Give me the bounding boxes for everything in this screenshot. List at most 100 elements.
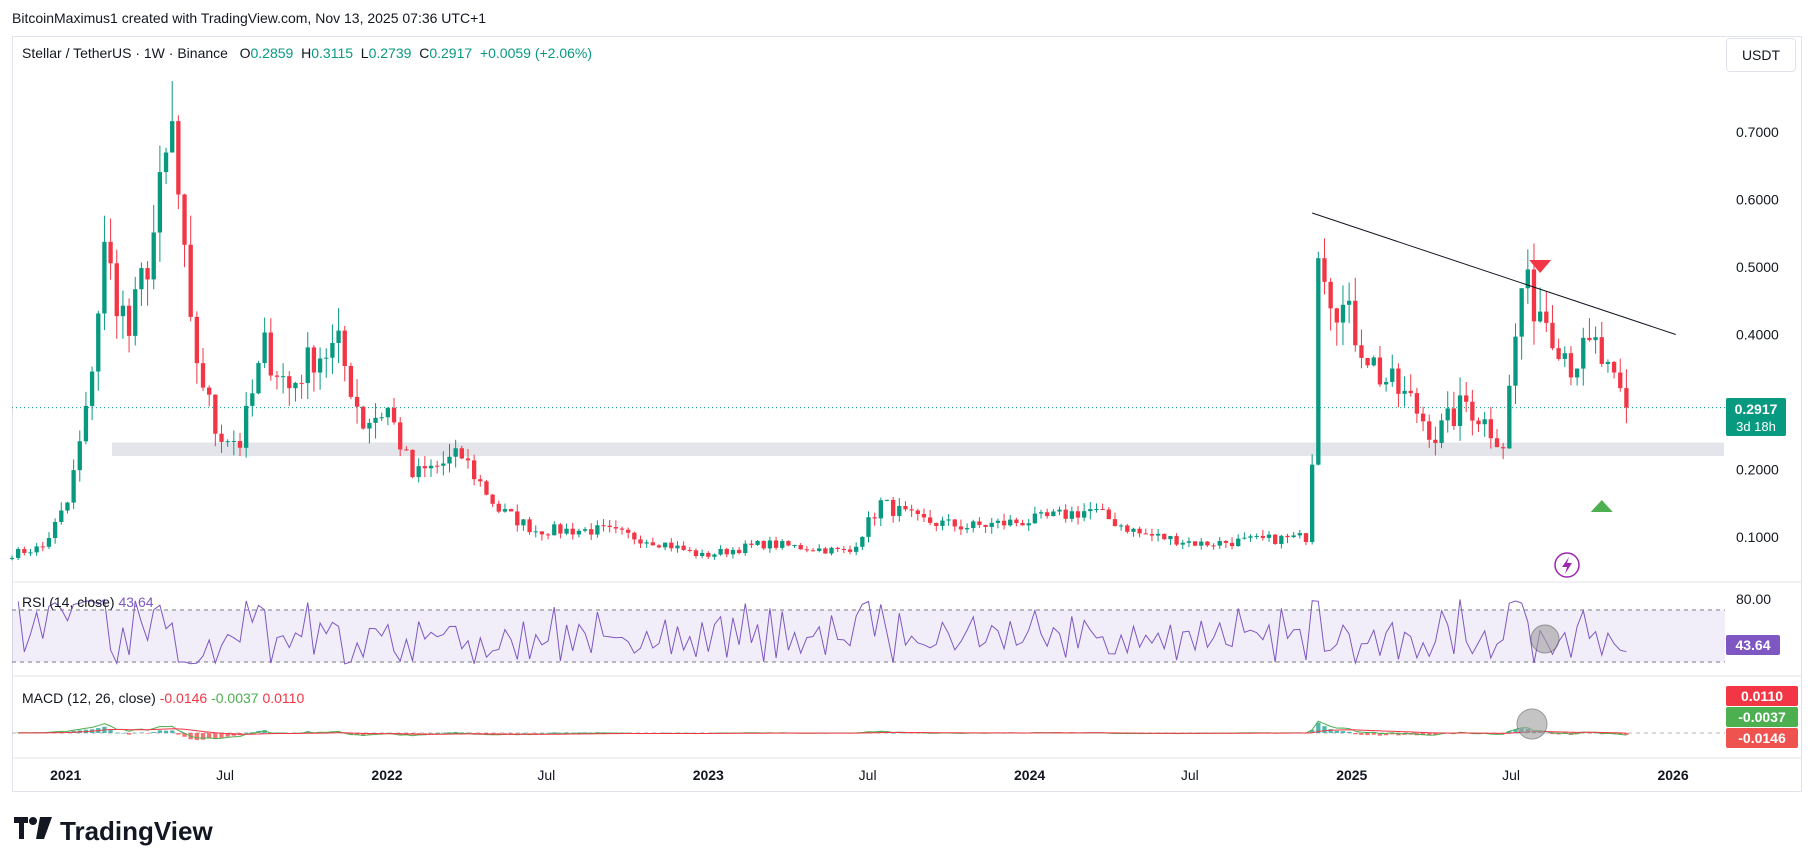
macd-histogram-bar	[508, 733, 514, 734]
time-tick-label: Jul	[1181, 767, 1199, 783]
candle-body	[1390, 368, 1395, 382]
time-tick-label: 2024	[1014, 767, 1045, 783]
rsi-legend[interactable]: RSI (14, close) 43.64	[22, 594, 154, 610]
candle-body	[1359, 345, 1364, 358]
macd-histogram-bar	[250, 732, 255, 733]
candle	[52, 518, 58, 544]
macd-signal-value: 0.0110	[262, 690, 305, 706]
candle-body	[1118, 525, 1124, 527]
candle	[767, 536, 773, 553]
macd-histogram-bar	[194, 733, 200, 741]
candle-body	[1476, 420, 1481, 425]
tradingview-logo[interactable]: TradingView	[14, 816, 213, 847]
candle-body	[194, 316, 200, 364]
candle-body	[601, 525, 606, 527]
candle-body	[1581, 337, 1586, 369]
macd-histogram-bar	[422, 733, 428, 734]
macd-histogram-bar	[1618, 733, 1623, 735]
candle	[712, 553, 717, 560]
candle-body	[706, 552, 711, 557]
macd-histogram-bar	[471, 733, 477, 734]
macd-histogram-bar	[243, 732, 249, 734]
candle	[1038, 509, 1044, 519]
candle-body	[767, 540, 773, 549]
candle	[1611, 360, 1617, 379]
candle	[761, 540, 766, 551]
candle	[1063, 504, 1068, 523]
candle	[1211, 543, 1216, 550]
candle	[151, 204, 156, 290]
candle	[903, 501, 908, 512]
candle-body	[841, 548, 847, 550]
candle	[958, 519, 964, 536]
candle-body	[872, 517, 877, 519]
candle-body	[1162, 533, 1167, 540]
macd-histogram-bar	[157, 730, 163, 733]
candle-body	[897, 505, 902, 516]
sell-signal-arrow	[1529, 260, 1552, 273]
candle-body	[139, 268, 144, 290]
candle-body	[1611, 361, 1617, 373]
time-tick-label: Jul	[1502, 767, 1520, 783]
candle-body	[1279, 535, 1284, 544]
candle	[946, 514, 951, 526]
candle-body	[663, 542, 668, 548]
candle-body	[539, 531, 545, 535]
candle	[207, 385, 212, 407]
macd-title: MACD (12, 26, close)	[22, 690, 156, 706]
candle-body	[287, 376, 292, 389]
candle	[607, 519, 612, 533]
candle	[1519, 287, 1524, 360]
candle	[65, 501, 70, 514]
candle	[102, 215, 107, 331]
candle-body	[120, 305, 126, 317]
symbol-title[interactable]: Stellar / TetherUS · 1W · Binance	[22, 45, 228, 61]
candle-body	[453, 448, 458, 457]
candle-body	[108, 241, 113, 264]
candle	[860, 536, 865, 551]
candle	[810, 548, 816, 552]
candle	[77, 430, 82, 482]
candle-body	[1439, 420, 1444, 444]
macd-legend[interactable]: MACD (12, 26, close) -0.0146 -0.0037 0.0…	[22, 690, 304, 706]
candle-body	[219, 433, 224, 442]
candle	[983, 524, 988, 533]
candle-body	[16, 549, 21, 558]
rsi-value: 43.64	[118, 594, 154, 610]
candle-body	[1143, 533, 1148, 535]
candle	[1242, 532, 1247, 540]
candle-body	[1223, 540, 1229, 543]
candle	[213, 394, 218, 447]
candle	[1143, 528, 1148, 535]
candle-body	[305, 347, 310, 384]
candle-body	[200, 363, 206, 388]
candle	[1020, 519, 1025, 526]
macd-signal-badge	[1726, 686, 1798, 706]
candle	[1180, 539, 1185, 550]
candle-body	[995, 520, 1001, 523]
currency-button[interactable]: USDT	[1726, 38, 1796, 72]
candle-body	[1032, 513, 1038, 524]
candle-body	[724, 548, 729, 555]
candle-body	[1174, 536, 1179, 545]
candle	[1482, 411, 1487, 437]
candle-body	[459, 448, 464, 459]
candle	[1346, 282, 1352, 324]
macd-histogram-bar	[447, 732, 452, 733]
candle	[367, 418, 372, 444]
low-value: 0.2739	[368, 45, 412, 61]
macd-histogram-bar	[1420, 733, 1426, 736]
candle-body	[379, 417, 384, 419]
candle	[1273, 533, 1278, 545]
candle-body	[866, 517, 871, 537]
candle-body	[1513, 336, 1518, 386]
candle-body	[225, 441, 230, 443]
macd-histogram-bar	[558, 732, 563, 734]
time-tick-label: Jul	[216, 767, 234, 783]
candle-body	[977, 521, 982, 525]
macd-histogram-bar	[1390, 733, 1395, 735]
candle-body	[817, 548, 822, 551]
candle-body	[1008, 519, 1013, 526]
candle-body	[1242, 537, 1247, 539]
